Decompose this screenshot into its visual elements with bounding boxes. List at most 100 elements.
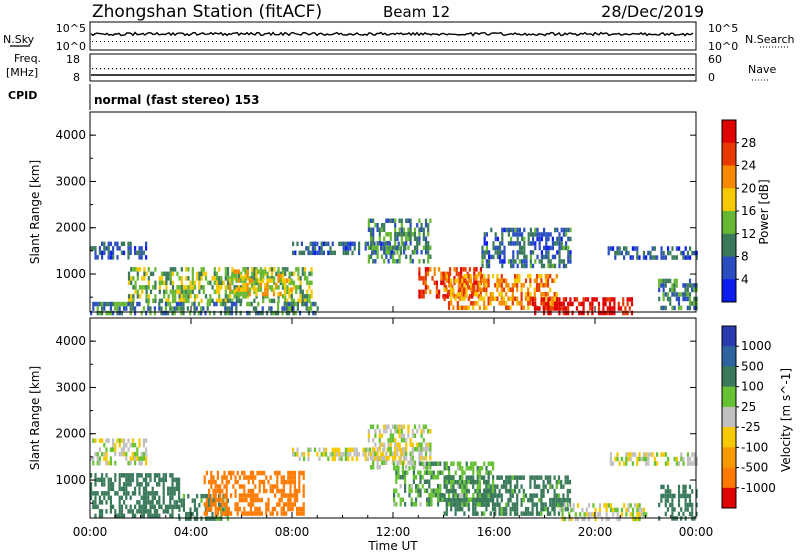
echo-cell	[563, 503, 566, 508]
echo-cell	[182, 498, 185, 503]
echo-cell	[147, 482, 150, 487]
echo-cell	[253, 287, 256, 292]
echo-cell	[223, 470, 226, 476]
echo-cell	[270, 267, 274, 272]
echo-cell	[193, 516, 196, 521]
echo-cell	[220, 280, 223, 286]
echo-cell	[606, 297, 609, 302]
echo-cell	[223, 493, 226, 498]
echo-cell	[134, 310, 137, 316]
echo-cell	[609, 452, 612, 457]
echo-cell	[171, 473, 174, 478]
echo-cell	[587, 503, 591, 508]
echo-cell	[103, 241, 106, 247]
echo-cell	[140, 460, 143, 466]
echo-cell	[438, 289, 441, 295]
echo-cell	[424, 442, 428, 447]
echo-cell	[507, 259, 510, 264]
nave-dot	[136, 68, 138, 70]
echo-cell	[246, 267, 249, 272]
echo-cell	[413, 433, 417, 438]
echo-cell	[235, 291, 238, 297]
echo-cell	[580, 310, 583, 316]
echo-cell	[129, 504, 132, 510]
colorbar-swatch	[722, 386, 736, 408]
echo-cell	[695, 250, 698, 256]
nave-dot	[204, 68, 206, 70]
echo-cell	[463, 274, 466, 279]
echo-cell	[604, 301, 607, 307]
echo-cell	[677, 511, 681, 517]
nave-dot	[636, 68, 638, 70]
nsearch-dot	[324, 41, 325, 42]
echo-cell	[380, 433, 384, 438]
echo-cell	[407, 227, 410, 232]
echo-cell	[609, 461, 612, 466]
echo-cell	[222, 298, 225, 304]
echo-cell	[145, 289, 148, 295]
echo-cell	[568, 516, 571, 522]
echo-cell	[516, 502, 519, 507]
echo-cell	[430, 461, 433, 466]
echo-cell	[215, 271, 219, 277]
echo-cell	[529, 278, 532, 283]
echo-cell	[524, 292, 528, 297]
echo-cell	[522, 497, 525, 503]
echo-cell	[249, 497, 252, 503]
echo-cell	[529, 511, 532, 516]
nsearch-dot	[684, 41, 685, 42]
echo-cell	[101, 255, 104, 260]
echo-cell	[311, 246, 314, 251]
echo-cell	[129, 442, 132, 448]
echo-cell	[147, 280, 150, 286]
echo-cell	[209, 516, 212, 521]
echo-cell	[219, 488, 222, 494]
colorbar-tick-label: 8	[741, 250, 749, 264]
echo-cell	[293, 470, 296, 476]
echo-cell	[424, 451, 428, 456]
echo-cell	[162, 495, 165, 501]
echo-cell	[138, 456, 141, 461]
echo-cell	[389, 254, 392, 259]
echo-cell	[645, 512, 648, 517]
echo-cell	[171, 285, 175, 290]
echo-cell	[671, 246, 674, 251]
nave-dot	[156, 68, 158, 70]
echo-cell	[347, 246, 350, 251]
echo-cell	[608, 306, 612, 311]
echo-cell	[284, 271, 287, 277]
echo-cell	[562, 306, 565, 311]
echo-cell	[372, 460, 375, 465]
echo-cell	[374, 223, 377, 228]
echo-cell	[695, 461, 698, 466]
echo-cell	[510, 263, 513, 269]
echo-cell	[472, 506, 475, 512]
echo-cell	[418, 456, 421, 461]
echo-cell	[483, 497, 486, 503]
echo-cell	[299, 276, 302, 281]
echo-cell	[395, 479, 398, 484]
echo-cell	[625, 456, 628, 462]
echo-cell	[123, 301, 126, 307]
echo-cell	[627, 250, 630, 256]
echo-cell	[551, 236, 554, 242]
echo-cell	[512, 227, 515, 233]
echo-cell	[429, 442, 432, 447]
echo-cell	[402, 447, 406, 452]
echo-cell	[401, 461, 404, 466]
echo-cell	[551, 484, 554, 489]
echo-cell	[538, 306, 541, 311]
echo-cell	[367, 245, 370, 250]
nave-dot	[116, 68, 118, 70]
echo-cell	[432, 475, 435, 480]
echo-cell	[416, 447, 419, 452]
echo-cell	[269, 475, 272, 480]
nsearch-dot	[692, 41, 693, 42]
echo-cell	[185, 276, 188, 281]
echo-cell	[276, 479, 279, 485]
echo-cell	[215, 301, 218, 307]
echo-cell	[236, 502, 239, 507]
echo-cell	[118, 442, 121, 448]
echo-cell	[272, 291, 276, 297]
echo-cell	[163, 294, 166, 299]
